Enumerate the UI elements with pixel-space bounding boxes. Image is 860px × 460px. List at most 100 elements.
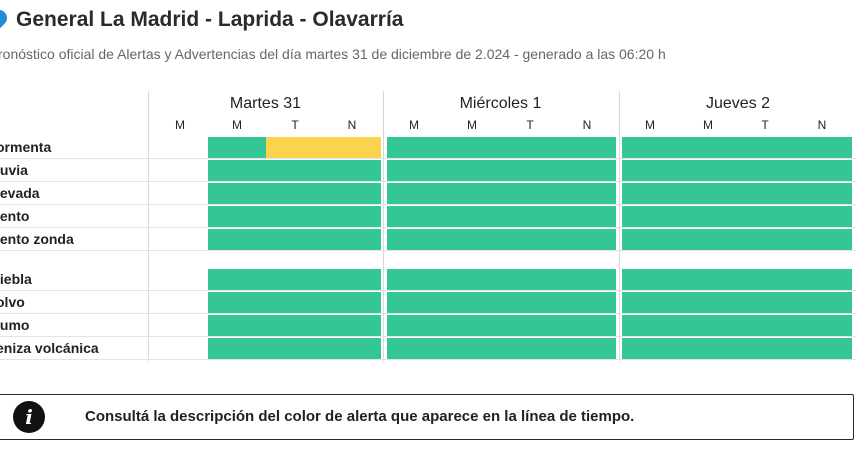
alert-cell (737, 206, 794, 227)
slot-header: M (467, 118, 477, 132)
hazard-label: iento zonda (0, 231, 74, 247)
alert-cell (679, 338, 737, 359)
row-separator (0, 313, 856, 314)
alert-cell (559, 183, 616, 204)
slot-header: M (232, 118, 242, 132)
alert-cell (387, 338, 444, 359)
alert-cell (794, 206, 852, 227)
alert-cell (794, 160, 852, 181)
alert-cell (559, 160, 616, 181)
alert-cell (501, 292, 559, 313)
row-separator (0, 336, 856, 337)
day-divider (619, 91, 620, 361)
alert-cell (559, 269, 616, 290)
row-separator (0, 359, 856, 360)
alert-cell (622, 206, 679, 227)
alert-cell (266, 338, 323, 359)
slot-header: M (645, 118, 655, 132)
slot-header: N (582, 118, 592, 132)
hazard-label: eniza volcánica (0, 340, 99, 356)
hazard-label: luvia (0, 162, 28, 178)
alert-cell (679, 269, 737, 290)
alert-cell (266, 269, 323, 290)
forecast-subtitle: ronóstico oficial de Alertas y Advertenc… (0, 46, 666, 62)
alert-cell (679, 183, 737, 204)
alert-cell (323, 206, 381, 227)
alert-cell (387, 315, 444, 336)
hazard-label: levada (0, 185, 40, 201)
alert-cell (622, 229, 679, 250)
alert-cell (794, 269, 852, 290)
alert-cell (501, 338, 559, 359)
row-separator (0, 250, 856, 251)
alert-cell (444, 137, 501, 158)
hazard-label: olvo (0, 294, 25, 310)
alert-cell (794, 183, 852, 204)
alert-cell (444, 206, 501, 227)
info-icon: i (13, 401, 45, 433)
alert-cell (208, 160, 266, 181)
alert-cell (737, 183, 794, 204)
row-separator (0, 158, 856, 159)
hazard-label: liebla (0, 271, 32, 287)
alert-cell (266, 160, 323, 181)
alert-cell (387, 183, 444, 204)
alert-cell (387, 229, 444, 250)
alert-cell (323, 183, 381, 204)
alert-cell (559, 338, 616, 359)
alert-cell (323, 229, 381, 250)
day-header: Martes 31 (229, 95, 302, 112)
alert-cell (444, 269, 501, 290)
alert-cell (559, 315, 616, 336)
alert-cell (501, 269, 559, 290)
day-divider (148, 91, 149, 361)
alert-cell (444, 160, 501, 181)
alert-cell (794, 137, 852, 158)
alert-cell (208, 338, 266, 359)
slot-header: N (817, 118, 827, 132)
alert-cell (501, 315, 559, 336)
alert-cell (208, 206, 266, 227)
alert-cell (266, 315, 323, 336)
slot-header: T (761, 118, 769, 132)
slot-header: N (347, 118, 357, 132)
alert-cell (679, 160, 737, 181)
hazard-label: ormenta (0, 139, 52, 155)
alert-cell (444, 292, 501, 313)
alert-cell (208, 229, 266, 250)
alert-cell (622, 137, 679, 158)
alert-cell (559, 206, 616, 227)
slot-header: M (703, 118, 713, 132)
alert-cell (559, 229, 616, 250)
alert-cell (622, 160, 679, 181)
alert-cell (444, 315, 501, 336)
alert-cell (266, 292, 323, 313)
slot-header: M (409, 118, 419, 132)
alert-cell (266, 183, 323, 204)
alert-cell (679, 315, 737, 336)
alert-cell (501, 160, 559, 181)
alert-cell (387, 292, 444, 313)
alert-cell (444, 229, 501, 250)
alert-cell (794, 229, 852, 250)
alert-cell (737, 269, 794, 290)
alert-cell (622, 338, 679, 359)
alert-cell (622, 292, 679, 313)
alert-cell (794, 315, 852, 336)
alert-cell (323, 160, 381, 181)
alert-cell (737, 292, 794, 313)
row-separator (0, 204, 856, 205)
alert-cell (387, 206, 444, 227)
alert-cell (559, 137, 616, 158)
slot-header: T (526, 118, 534, 132)
alert-cell (737, 160, 794, 181)
alert-cell (266, 229, 323, 250)
alert-cell (559, 292, 616, 313)
alert-cell (208, 183, 266, 204)
alert-cell (266, 206, 323, 227)
alert-cell (501, 137, 559, 158)
page-title: General La Madrid - Laprida - Olavarría (16, 8, 404, 31)
day-divider (383, 91, 384, 361)
alert-cell (622, 183, 679, 204)
alert-cell (208, 315, 266, 336)
